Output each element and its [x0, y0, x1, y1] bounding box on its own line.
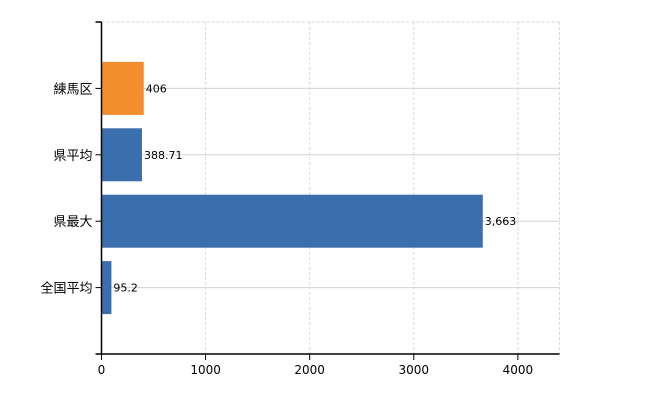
x-tick-label: 3000 [398, 363, 429, 377]
bar [101, 261, 112, 315]
x-tick-label: 4000 [503, 363, 534, 377]
x-tick-label: 1000 [190, 363, 221, 377]
y-tick-label: 練馬区 [53, 82, 92, 97]
bar [101, 128, 142, 182]
x-tick-label: 2000 [294, 363, 325, 377]
data-label: 95.2 [113, 282, 138, 295]
y-tick-label: 県平均 [53, 149, 92, 164]
x-tick-label: 0 [98, 363, 106, 377]
y-tick-label: 県最大 [53, 215, 92, 230]
y-tick-label: 全国平均 [40, 281, 92, 297]
data-label: 3,663 [485, 215, 517, 228]
bar [101, 194, 483, 248]
data-label: 406 [146, 82, 167, 95]
data-label: 388.71 [144, 149, 183, 162]
bar [101, 61, 144, 115]
